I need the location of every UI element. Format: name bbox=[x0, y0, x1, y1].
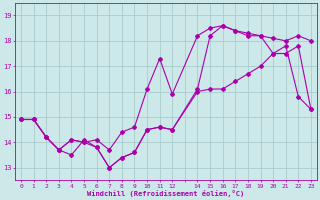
X-axis label: Windchill (Refroidissement éolien,°C): Windchill (Refroidissement éolien,°C) bbox=[87, 190, 244, 197]
